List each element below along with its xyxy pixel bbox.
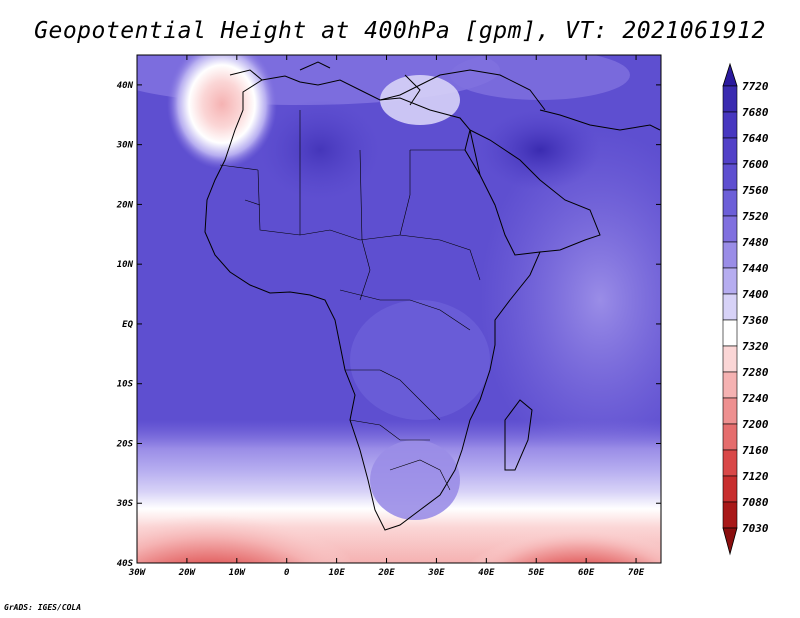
lon-tick-label: 50E bbox=[528, 568, 545, 578]
lon-tick-label: 20W bbox=[178, 568, 197, 578]
country-borders bbox=[219, 110, 481, 491]
colorbar-label: 7600 bbox=[742, 158, 769, 171]
lat-tick-label: 40N bbox=[117, 81, 134, 91]
colorbar-label: 7200 bbox=[742, 418, 769, 431]
lon-tick-label: 20E bbox=[377, 568, 395, 578]
colorbar-label: 7680 bbox=[742, 106, 769, 119]
lon-tick-label: 60E bbox=[578, 568, 595, 578]
colorbar-label: 7720 bbox=[742, 80, 769, 93]
colorbar: 7720 7680 7640 7600 7560 7520 7480 7440 7400 7360… bbox=[722, 62, 769, 556]
lon-tick-label: 0 bbox=[284, 568, 290, 578]
colorbar-box bbox=[722, 423, 738, 451]
lon-tick-label: 30E bbox=[427, 568, 445, 578]
colorbar-label: 7640 bbox=[742, 132, 769, 145]
colorbar-label: 7320 bbox=[742, 340, 769, 353]
colorbar-box bbox=[722, 371, 738, 399]
lat-tick-label: 20N bbox=[116, 200, 134, 210]
colorbar-box bbox=[722, 215, 738, 243]
lat-tick-label: 30S bbox=[116, 499, 134, 509]
colorbar-label: 7280 bbox=[742, 366, 769, 379]
colorbar-label: 7400 bbox=[742, 288, 769, 301]
lat-tick-label: 10S bbox=[117, 380, 134, 390]
latitude-axis: 40N 30N 20N 10N EQ 10S 20S 30S 40S bbox=[116, 81, 661, 569]
colorbar-label: 7240 bbox=[742, 392, 769, 405]
lon-tick-label: 70E bbox=[628, 568, 645, 578]
chart-title: Geopotential Height at 400hPa [gpm], VT:… bbox=[34, 18, 766, 44]
colorbar-box bbox=[722, 501, 738, 529]
lon-tick-label: 10E bbox=[328, 568, 345, 578]
colorbar-label: 7160 bbox=[742, 444, 769, 457]
colorbar-box bbox=[722, 319, 738, 347]
colorbar-box bbox=[722, 397, 738, 425]
colorbar-label: 7480 bbox=[742, 236, 769, 249]
colorbar-box bbox=[722, 475, 738, 503]
lon-tick-label: 30W bbox=[128, 568, 147, 578]
credit-text: GrADS: IGES/COLA bbox=[4, 603, 82, 612]
colorbar-box bbox=[722, 449, 738, 477]
lat-tick-label: 30N bbox=[116, 141, 134, 151]
colorbar-label: 7560 bbox=[742, 184, 769, 197]
colorbar-label: 7360 bbox=[742, 314, 769, 327]
colorbar-label: 7120 bbox=[742, 470, 769, 483]
colorbar-box bbox=[722, 267, 738, 295]
colorbar-top-arrow bbox=[722, 62, 738, 87]
lon-tick-label: 10W bbox=[229, 568, 247, 578]
colorbar-box bbox=[722, 85, 738, 113]
colorbar-label: 7520 bbox=[742, 210, 769, 223]
colorbar-box bbox=[722, 189, 738, 217]
colorbar-box bbox=[722, 293, 738, 321]
lat-tick-label: 40S bbox=[117, 559, 134, 569]
coastlines bbox=[204, 61, 661, 531]
colorbar-box bbox=[722, 163, 738, 191]
colorbar-box bbox=[722, 241, 738, 269]
colorbar-label: 7080 bbox=[742, 496, 769, 509]
lat-tick-label: 10N bbox=[117, 260, 134, 270]
colorbar-box bbox=[722, 111, 738, 139]
plot-frame bbox=[136, 54, 662, 564]
lon-tick-label: 40E bbox=[478, 568, 495, 578]
height-field bbox=[137, 55, 661, 563]
colorbar-box bbox=[722, 137, 738, 165]
longitude-axis: 30W 20W 10W 0 10E 20E 30E 40E 50E 60E 70E bbox=[128, 55, 645, 578]
colorbar-label: 7030 bbox=[742, 522, 769, 535]
lat-tick-label: 20S bbox=[116, 439, 134, 449]
colorbar-box bbox=[722, 345, 738, 373]
colorbar-bottom-arrow bbox=[722, 527, 738, 556]
lat-tick-label: EQ bbox=[122, 320, 133, 330]
colorbar-label: 7440 bbox=[742, 262, 769, 275]
